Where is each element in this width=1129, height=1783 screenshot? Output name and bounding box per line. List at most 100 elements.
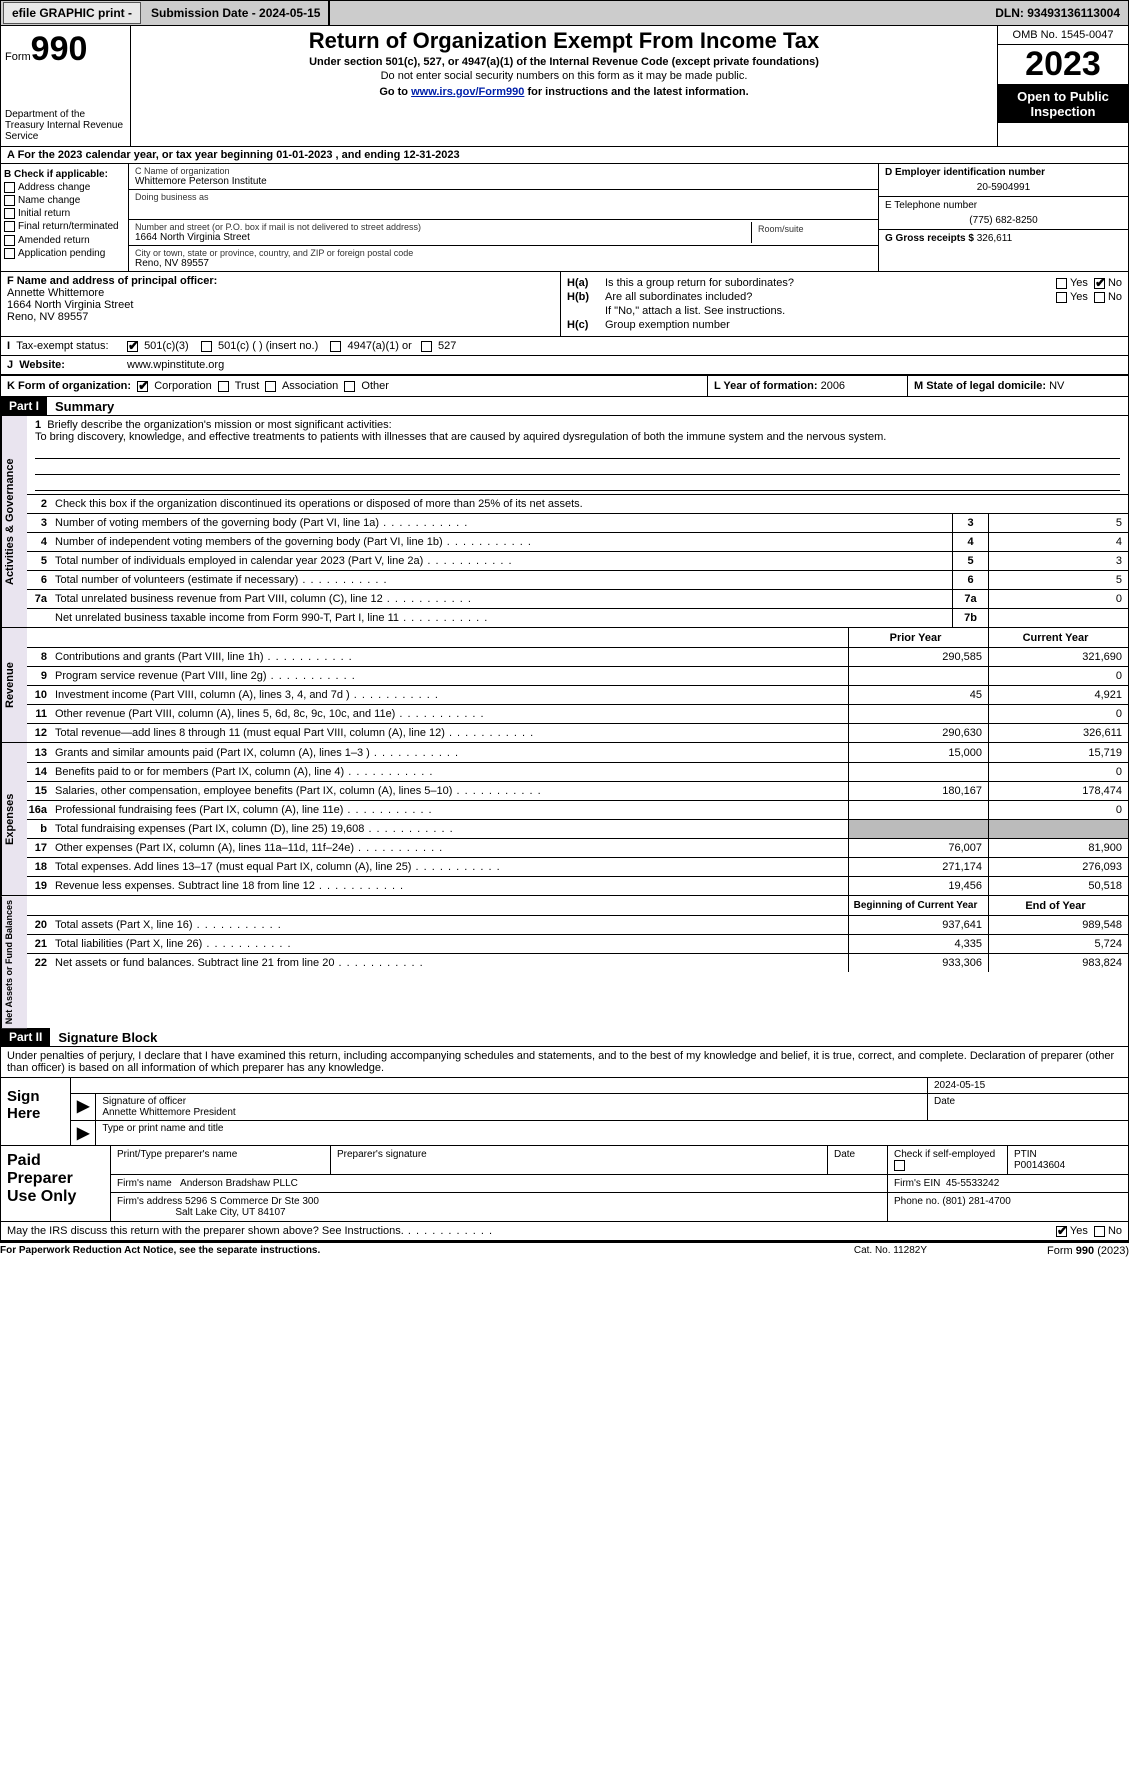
cy-hdr: Current Year bbox=[988, 628, 1128, 647]
phone: (801) 281-4700 bbox=[942, 1196, 1010, 1207]
d-ein-lbl: D Employer identification number bbox=[885, 167, 1045, 178]
l-lbl: L Year of formation: bbox=[714, 380, 818, 392]
ck-address-change[interactable] bbox=[4, 182, 15, 193]
k-o4: Other bbox=[361, 380, 389, 392]
form-number: 990 bbox=[31, 30, 88, 68]
efile-print-button[interactable]: efile GRAPHIC print - bbox=[3, 2, 141, 24]
ck-application-pending[interactable] bbox=[4, 248, 15, 259]
ha-yes[interactable] bbox=[1056, 278, 1067, 289]
ck-501c3[interactable] bbox=[127, 341, 138, 352]
ck-501c[interactable] bbox=[201, 341, 212, 352]
vtab-net: Net Assets or Fund Balances bbox=[1, 896, 27, 1028]
i-o3: 4947(a)(1) or bbox=[348, 340, 412, 352]
type-lbl: Type or print name and title bbox=[96, 1121, 1128, 1145]
v3: 5 bbox=[988, 514, 1128, 532]
col-b: B Check if applicable: Address change Na… bbox=[1, 164, 129, 271]
l7a: Total unrelated business revenue from Pa… bbox=[55, 593, 383, 605]
goto-suffix: for instructions and the latest informat… bbox=[524, 86, 748, 98]
part1-title: Summary bbox=[47, 399, 114, 414]
form-subtitle-2: Do not enter social security numbers on … bbox=[137, 70, 991, 82]
l7b: Net unrelated business taxable income fr… bbox=[55, 612, 399, 624]
p-col1: Print/Type preparer's name bbox=[111, 1146, 331, 1174]
b-item-2: Initial return bbox=[18, 208, 70, 219]
ck-self-employed[interactable] bbox=[894, 1160, 905, 1171]
ck-assoc[interactable] bbox=[265, 381, 276, 392]
p-col4: Check if self-employed bbox=[894, 1149, 995, 1160]
i-o4: 527 bbox=[438, 340, 456, 352]
footer-2: Cat. No. 11282Y bbox=[854, 1245, 927, 1257]
part2-header: Part II Signature Block bbox=[0, 1028, 1129, 1047]
submission-date: Submission Date - 2024-05-15 bbox=[143, 0, 330, 26]
c-name-lbl: C Name of organization bbox=[135, 166, 872, 176]
hc-text: Group exemption number bbox=[605, 319, 730, 331]
block-bcd: B Check if applicable: Address change Na… bbox=[0, 164, 1129, 271]
ck-amended-return[interactable] bbox=[4, 235, 15, 246]
l-val: 2006 bbox=[821, 380, 845, 392]
discuss-yes[interactable] bbox=[1056, 1226, 1067, 1237]
l5: Total number of individuals employed in … bbox=[55, 555, 423, 567]
firm-addr-lbl: Firm's address bbox=[117, 1196, 182, 1207]
b-item-0: Address change bbox=[18, 182, 90, 193]
d-gross: 326,611 bbox=[977, 233, 1012, 244]
vtab-ag: Activities & Governance bbox=[1, 416, 27, 627]
p-col3: Date bbox=[828, 1146, 888, 1174]
omb-number: OMB No. 1545-0047 bbox=[998, 26, 1128, 45]
arrow-icon: ▶ bbox=[71, 1094, 96, 1120]
col-c: C Name of organization Whittemore Peters… bbox=[129, 164, 878, 271]
form-header: Form990 Department of the Treasury Inter… bbox=[0, 26, 1129, 147]
f-addr2: Reno, NV 89557 bbox=[7, 311, 88, 323]
firm: Anderson Bradshaw PLLC bbox=[180, 1178, 298, 1189]
k-lbl: K Form of organization: bbox=[7, 380, 131, 392]
v5: 3 bbox=[988, 552, 1128, 570]
b-item-4: Amended return bbox=[18, 235, 90, 246]
firm-addr: 5296 S Commerce Dr Ste 300 bbox=[185, 1196, 319, 1207]
f-lbl: F Name and address of principal officer: bbox=[7, 275, 217, 287]
paid-preparer-block: Paid Preparer Use Only Print/Type prepar… bbox=[0, 1146, 1129, 1222]
eoy-hdr: End of Year bbox=[988, 896, 1128, 915]
c-addr: 1664 North Virginia Street bbox=[135, 232, 751, 243]
ck-corp[interactable] bbox=[137, 381, 148, 392]
ck-4947[interactable] bbox=[330, 341, 341, 352]
irs-link[interactable]: www.irs.gov/Form990 bbox=[411, 86, 524, 98]
i-o2: 501(c) ( ) (insert no.) bbox=[218, 340, 318, 352]
ck-trust[interactable] bbox=[218, 381, 229, 392]
firm-addr2: Salt Lake City, UT 84107 bbox=[175, 1207, 285, 1218]
ck-final-return[interactable] bbox=[4, 221, 15, 232]
l2: Check this box if the organization disco… bbox=[55, 498, 583, 510]
hb-no[interactable] bbox=[1094, 292, 1105, 303]
v4: 4 bbox=[988, 533, 1128, 551]
ha-no[interactable] bbox=[1094, 278, 1105, 289]
ck-initial-return[interactable] bbox=[4, 208, 15, 219]
part2-title: Signature Block bbox=[50, 1030, 157, 1045]
ck-other[interactable] bbox=[344, 381, 355, 392]
v7b bbox=[988, 609, 1128, 627]
ha-text: Is this a group return for subordinates? bbox=[605, 277, 1056, 289]
b-label: B Check if applicable: bbox=[4, 169, 125, 180]
p-col5: PTIN bbox=[1014, 1149, 1037, 1160]
arrow-icon-2: ▶ bbox=[71, 1121, 96, 1145]
i-lbl: Tax-exempt status: bbox=[16, 340, 108, 352]
d-tel: (775) 682-8250 bbox=[885, 215, 1122, 226]
vtab-exp: Expenses bbox=[1, 743, 27, 895]
hb-yes[interactable] bbox=[1056, 292, 1067, 303]
dept-label: Department of the Treasury Internal Reve… bbox=[5, 109, 126, 142]
open-inspection: Open to Public Inspection bbox=[998, 85, 1128, 123]
l4: Number of independent voting members of … bbox=[55, 536, 443, 548]
firm-ein-lbl: Firm's EIN bbox=[894, 1178, 940, 1189]
ck-527[interactable] bbox=[421, 341, 432, 352]
form-title: Return of Organization Exempt From Incom… bbox=[137, 28, 991, 54]
k-o1: Corporation bbox=[154, 380, 211, 392]
discuss-no[interactable] bbox=[1094, 1226, 1105, 1237]
ck-name-change[interactable] bbox=[4, 195, 15, 206]
b-item-5: Application pending bbox=[18, 248, 105, 259]
firm-ein: 45-5533242 bbox=[946, 1178, 999, 1189]
p-ptin: P00143604 bbox=[1014, 1160, 1065, 1171]
j-val: www.wpinstitute.org bbox=[121, 356, 1128, 374]
mission-lbl: Briefly describe the organization's miss… bbox=[47, 419, 391, 431]
part1-hdr: Part I bbox=[1, 397, 47, 415]
vtab-rev: Revenue bbox=[1, 628, 27, 742]
hb-text: Are all subordinates included? bbox=[605, 291, 1056, 303]
c-addr-lbl: Number and street (or P.O. box if mail i… bbox=[135, 222, 751, 232]
block-fh: F Name and address of principal officer:… bbox=[0, 271, 1129, 337]
hb2-text: If "No," attach a list. See instructions… bbox=[605, 305, 785, 317]
